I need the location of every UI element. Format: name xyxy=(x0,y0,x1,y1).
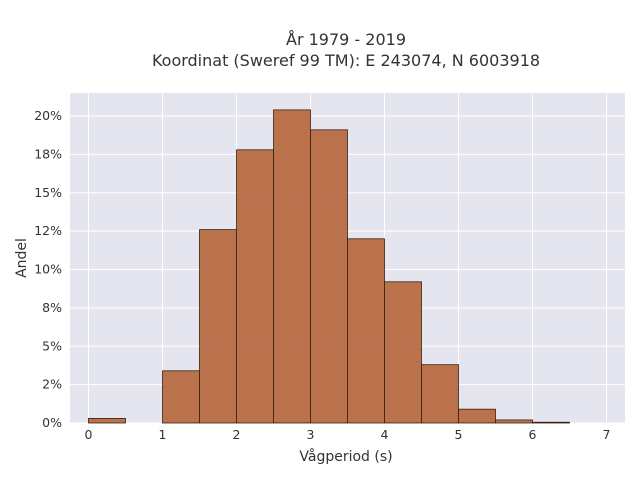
x-tick-label: 7 xyxy=(603,427,611,442)
x-tick-label: 3 xyxy=(307,427,315,442)
x-tick-label: 5 xyxy=(455,427,463,442)
y-tick-label: 2% xyxy=(42,377,62,392)
histogram-bar xyxy=(236,149,274,424)
y-tick-label: 15% xyxy=(34,185,62,200)
y-tick-label: 0% xyxy=(42,415,62,430)
histogram-bar xyxy=(532,421,570,424)
chart-title: År 1979 - 2019 xyxy=(286,30,406,49)
histogram-bar xyxy=(162,370,200,424)
histogram-bar xyxy=(347,238,385,424)
y-tick-label: 12% xyxy=(34,223,62,238)
x-tick-label: 2 xyxy=(233,427,241,442)
y-tick-label: 8% xyxy=(42,300,62,315)
histogram-bar xyxy=(495,419,533,424)
chart-subtitle: Koordinat (Sweref 99 TM): E 243074, N 60… xyxy=(152,51,540,70)
histogram-bar xyxy=(458,408,496,424)
histogram-bar xyxy=(421,364,459,424)
bars-group xyxy=(88,109,570,424)
histogram-bar xyxy=(310,129,348,424)
x-tick-label: 0 xyxy=(85,427,93,442)
x-tick-label: 6 xyxy=(529,427,537,442)
histogram-bar xyxy=(199,229,237,424)
histogram-bar xyxy=(384,281,422,424)
histogram-bar xyxy=(88,417,126,424)
histogram-bar xyxy=(273,109,311,424)
x-tick-labels: 0 1 2 3 4 5 6 7 xyxy=(85,427,611,442)
y-tick-labels: 0% 2% 5% 8% 10% 12% 15% 18% 20% xyxy=(34,108,62,430)
x-tick-label: 1 xyxy=(159,427,167,442)
y-tick-label: 18% xyxy=(34,146,62,161)
y-tick-label: 20% xyxy=(34,108,62,123)
y-tick-label: 5% xyxy=(42,338,62,353)
x-axis-title: Vågperiod (s) xyxy=(299,448,392,465)
y-axis-title: Andel xyxy=(14,238,30,278)
y-tick-label: 10% xyxy=(34,262,62,277)
x-tick-label: 4 xyxy=(381,427,389,442)
